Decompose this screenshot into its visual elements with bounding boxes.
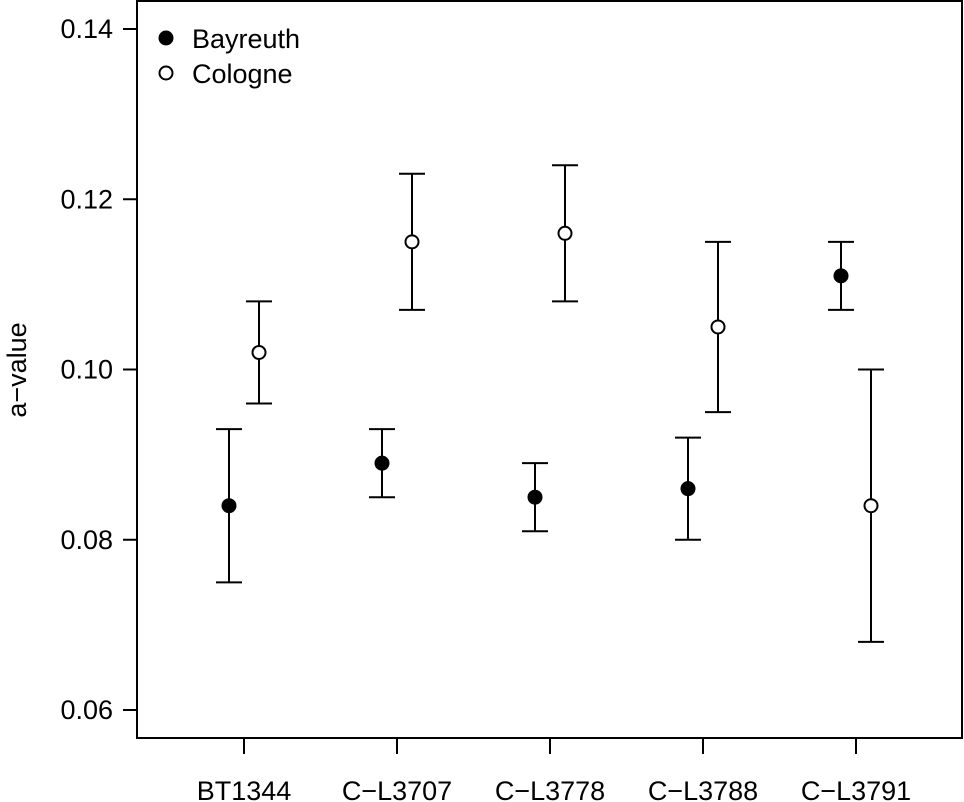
data-point: [710, 319, 726, 335]
legend-marker: [158, 30, 174, 46]
legend: Bayreuth Cologne: [158, 24, 300, 89]
series-bayreuth: [216, 240, 854, 584]
data-point: [863, 498, 879, 514]
data-point: [221, 498, 237, 514]
y-tick-label: 0.10: [60, 355, 113, 385]
legend-label: Cologne: [192, 59, 293, 89]
x-axis: BT1344 C−L3707 C−L3778 C−L3788 C−L3791: [197, 738, 911, 802]
x-tick-label: BT1344: [197, 776, 292, 802]
legend-label: Bayreuth: [192, 24, 300, 54]
data-point: [557, 225, 573, 241]
y-tick-label: 0.12: [60, 184, 113, 214]
data-point: [833, 268, 849, 284]
data-point: [527, 489, 543, 505]
legend-marker: [158, 65, 174, 81]
data-point: [404, 234, 420, 250]
data-point: [374, 455, 390, 471]
x-tick-label: C−L3778: [495, 776, 605, 802]
data-point: [680, 481, 696, 497]
plot-frame: [136, 0, 963, 739]
x-tick-label: C−L3791: [801, 776, 911, 802]
y-tick-label: 0.14: [60, 14, 113, 44]
x-tick-label: C−L3707: [342, 776, 452, 802]
y-tick-label: 0.06: [60, 695, 113, 725]
series-cologne: [246, 164, 884, 643]
series-layer: [216, 164, 884, 643]
y-axis-label: a−value: [2, 322, 32, 417]
y-axis: 0.06 0.08 0.10 0.12 0.14: [60, 14, 137, 725]
x-tick-label: C−L3788: [648, 776, 758, 802]
data-point: [251, 344, 267, 360]
y-tick-label: 0.08: [60, 525, 113, 555]
